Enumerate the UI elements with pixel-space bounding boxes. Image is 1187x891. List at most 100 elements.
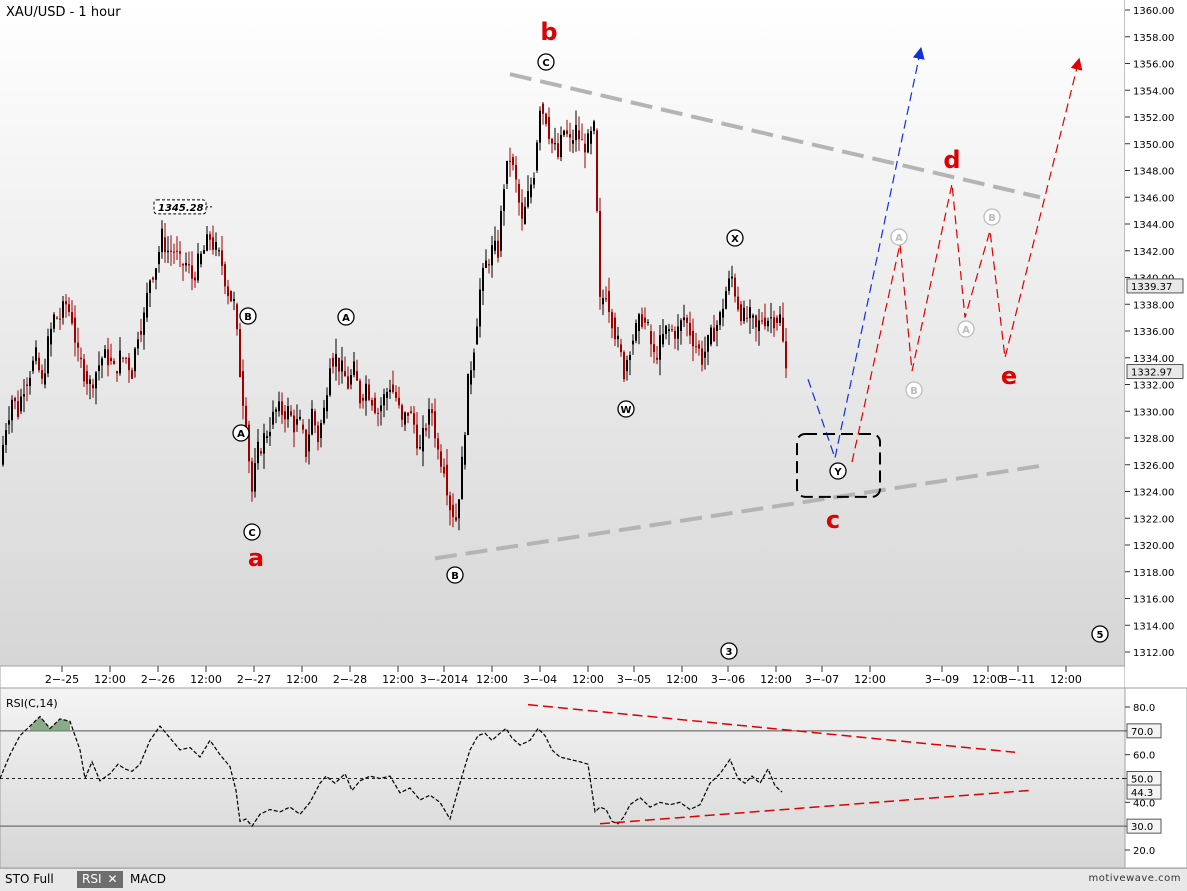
candle-body <box>134 348 136 372</box>
wave-label-b: b <box>540 18 557 46</box>
candle-body <box>734 277 736 297</box>
candle-body <box>140 331 142 335</box>
candle-body <box>683 317 685 321</box>
candle-body <box>473 352 475 371</box>
candle-body <box>95 372 97 389</box>
candle-body <box>431 409 433 414</box>
time-tick-label: 12:00 <box>572 673 604 686</box>
candle-body <box>143 312 145 335</box>
price-high-label: 1345.28 <box>158 203 204 214</box>
close-icon[interactable]: ✕ <box>107 872 118 886</box>
last-price-marker: 1339.37 <box>1131 282 1172 293</box>
candle-body <box>182 264 184 266</box>
rsi-tick-label: 20.0 <box>1133 846 1155 857</box>
candle-body <box>488 264 490 266</box>
wave-circle-circ_3 <box>720 642 738 660</box>
candle-body <box>557 143 559 158</box>
candle-body <box>434 411 436 439</box>
candle-body <box>44 373 46 385</box>
candle-body <box>17 401 19 417</box>
candle-body <box>770 317 772 319</box>
candle-body <box>620 344 622 353</box>
candle-body <box>191 265 193 279</box>
candle-body <box>200 253 202 265</box>
candle-body <box>254 463 256 492</box>
candle-body <box>485 260 487 268</box>
candle-body <box>578 130 580 140</box>
wave-circle-circ_A1 <box>337 308 355 326</box>
candle-body <box>749 307 751 319</box>
wave-label-d: d <box>943 146 960 174</box>
candle-body <box>332 357 334 367</box>
candle-body <box>284 411 286 420</box>
rsi-marker-box <box>1126 723 1162 739</box>
tab-rsi[interactable]: RSI ✕ <box>77 871 123 888</box>
candle-body <box>20 396 22 412</box>
time-tick-label: 12:00 <box>382 673 414 686</box>
candle-body <box>341 360 343 372</box>
price-tick-label: 1324.00 <box>1133 488 1174 499</box>
candle-body <box>137 339 139 349</box>
candle-body <box>77 342 79 348</box>
candle-body <box>671 329 673 331</box>
candle-body <box>293 415 295 433</box>
candle-body <box>53 314 55 329</box>
candle-body <box>731 276 733 279</box>
candle-body <box>233 299 235 302</box>
wave-circle-circ_W <box>617 400 635 418</box>
candle-body <box>152 277 154 280</box>
candle-body <box>755 315 757 328</box>
candle-body <box>476 326 478 345</box>
candle-body <box>632 340 634 345</box>
candle-body <box>149 280 151 293</box>
candle-body <box>89 379 91 384</box>
candle-body <box>29 377 31 386</box>
tab-sto-full[interactable]: STO Full <box>5 872 54 886</box>
candle-body <box>494 240 496 251</box>
time-tick-label: 2−-26 <box>141 673 175 686</box>
time-tick-label: 3−-07 <box>805 673 839 686</box>
wave-circle-circ_B1 <box>239 307 257 325</box>
current-price-marker: 1332.97 <box>1131 368 1172 379</box>
candle-body <box>302 424 304 430</box>
candle-body <box>665 325 667 334</box>
candle-body <box>224 264 226 287</box>
candle-body <box>317 425 319 443</box>
wave-circle-ghost_A2 <box>957 320 975 338</box>
price-tick-label: 1330.00 <box>1133 407 1174 418</box>
candle-body <box>527 191 529 207</box>
candle-body <box>362 397 364 401</box>
tab-macd[interactable]: MACD <box>130 872 166 886</box>
wave-circle-label-circ_C1: C <box>542 58 549 69</box>
candle-body <box>365 383 367 401</box>
candle-body <box>530 184 532 198</box>
wave-label-e: e <box>1001 362 1017 390</box>
candle-body <box>299 416 301 420</box>
candle-body <box>668 329 670 331</box>
candle-body <box>779 314 781 323</box>
wave-circle-label-ghost_A2: A <box>962 325 970 336</box>
candle-body <box>443 466 445 474</box>
price-tick-label: 1350.00 <box>1133 140 1174 151</box>
candle-body <box>203 250 205 254</box>
candle-body <box>536 142 538 171</box>
rsi-tick-label: 40.0 <box>1133 798 1155 809</box>
candle-body <box>239 329 241 378</box>
rsi-marker-label: 30.0 <box>1131 822 1153 833</box>
current-price-marker-box <box>1126 364 1184 380</box>
candle-body <box>308 434 310 452</box>
candle-body <box>425 428 427 431</box>
price-tick-label: 1356.00 <box>1133 60 1174 71</box>
wave-circle-circ_5 <box>1091 625 1109 643</box>
candle-body <box>608 290 610 313</box>
rsi-marker-label: 70.0 <box>1131 727 1153 738</box>
candle-body <box>38 357 40 371</box>
candle-body <box>479 289 481 327</box>
candle-body <box>737 296 739 310</box>
candle-body <box>515 164 517 180</box>
candle-body <box>380 405 382 412</box>
candle-body <box>581 139 583 141</box>
candle-body <box>467 373 469 435</box>
